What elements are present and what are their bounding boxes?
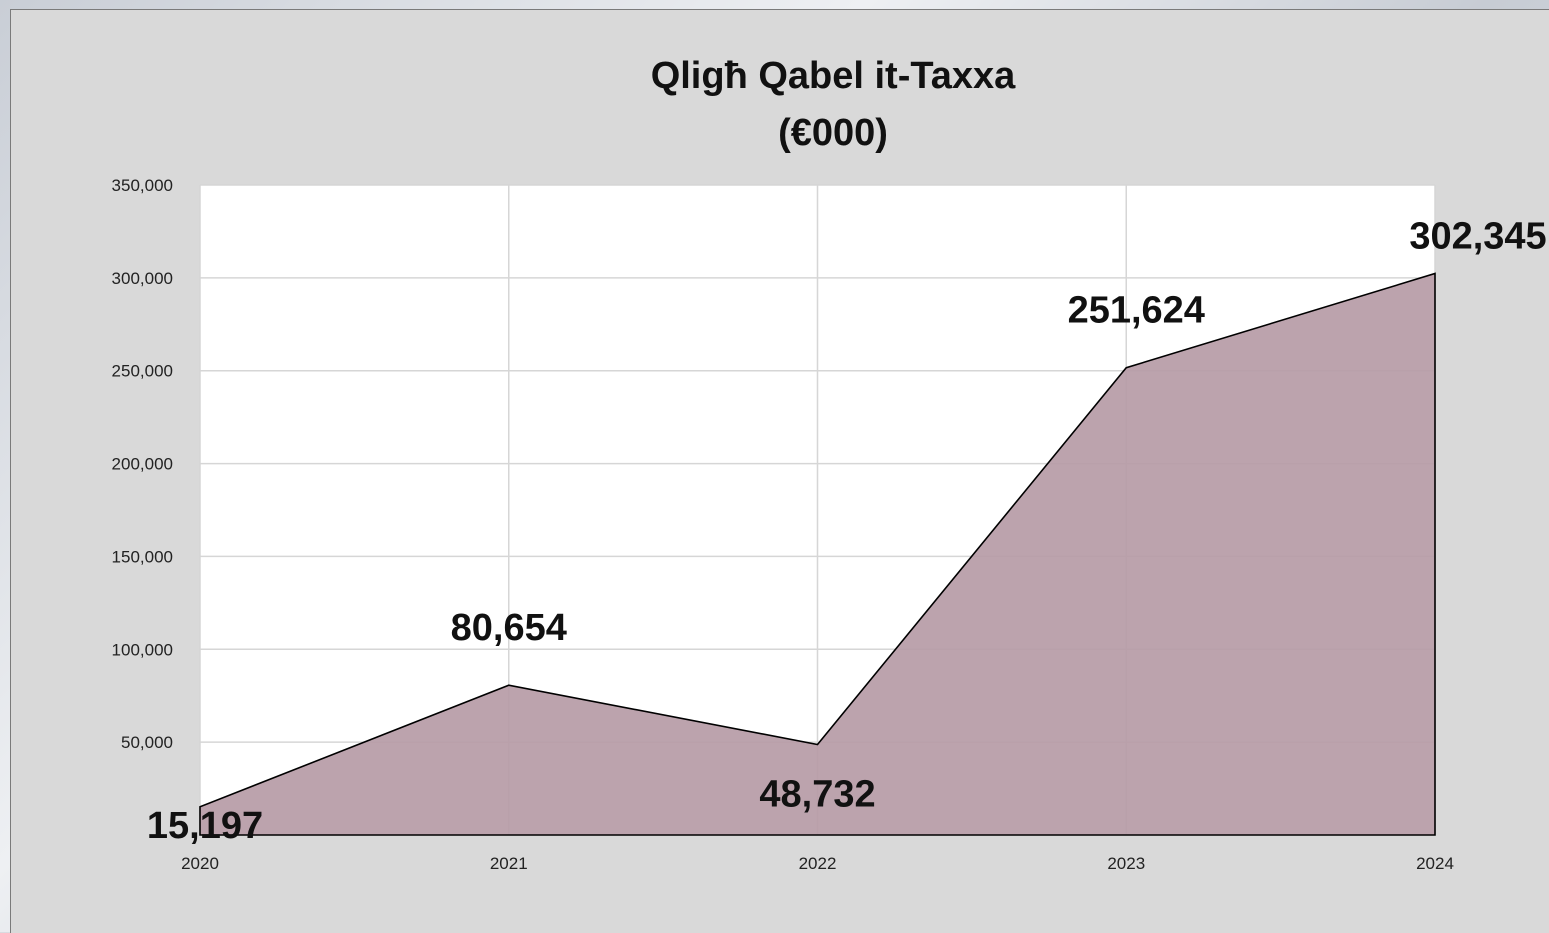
chart-title-line-2: (€000) [778, 112, 888, 154]
data-label: 80,654 [451, 607, 567, 649]
y-tick-label: 200,000 [112, 455, 173, 474]
data-label: 48,732 [759, 773, 875, 815]
y-axis-ticks: 50,000 100,000 150,000 200,000 250,000 300,00… [112, 176, 173, 752]
y-tick-label: 250,000 [112, 362, 173, 381]
x-tick-label: 2023 [1107, 854, 1145, 873]
area-series [199, 272, 1436, 836]
x-tick-label: 2024 [1416, 854, 1454, 873]
y-tick-label: 50,000 [121, 733, 173, 752]
data-labels: 15,197 80,654 48,732 251,624 302,345 [147, 216, 1547, 847]
x-tick-label: 2022 [799, 854, 837, 873]
x-tick-label: 2021 [490, 854, 528, 873]
y-tick-label: 350,000 [112, 176, 173, 195]
x-axis-ticks: 2020 2021 2022 2023 2024 [181, 854, 1454, 873]
data-label: 302,345 [1409, 216, 1546, 258]
y-tick-label: 150,000 [112, 547, 173, 566]
x-tick-label: 2020 [181, 854, 219, 873]
data-label: 15,197 [147, 805, 263, 847]
chart-title-line-1: Qligħ Qabel it-Taxxa [651, 55, 1016, 97]
y-tick-label: 100,000 [112, 640, 173, 659]
data-label: 251,624 [1068, 290, 1205, 332]
y-tick-label: 300,000 [112, 269, 173, 288]
